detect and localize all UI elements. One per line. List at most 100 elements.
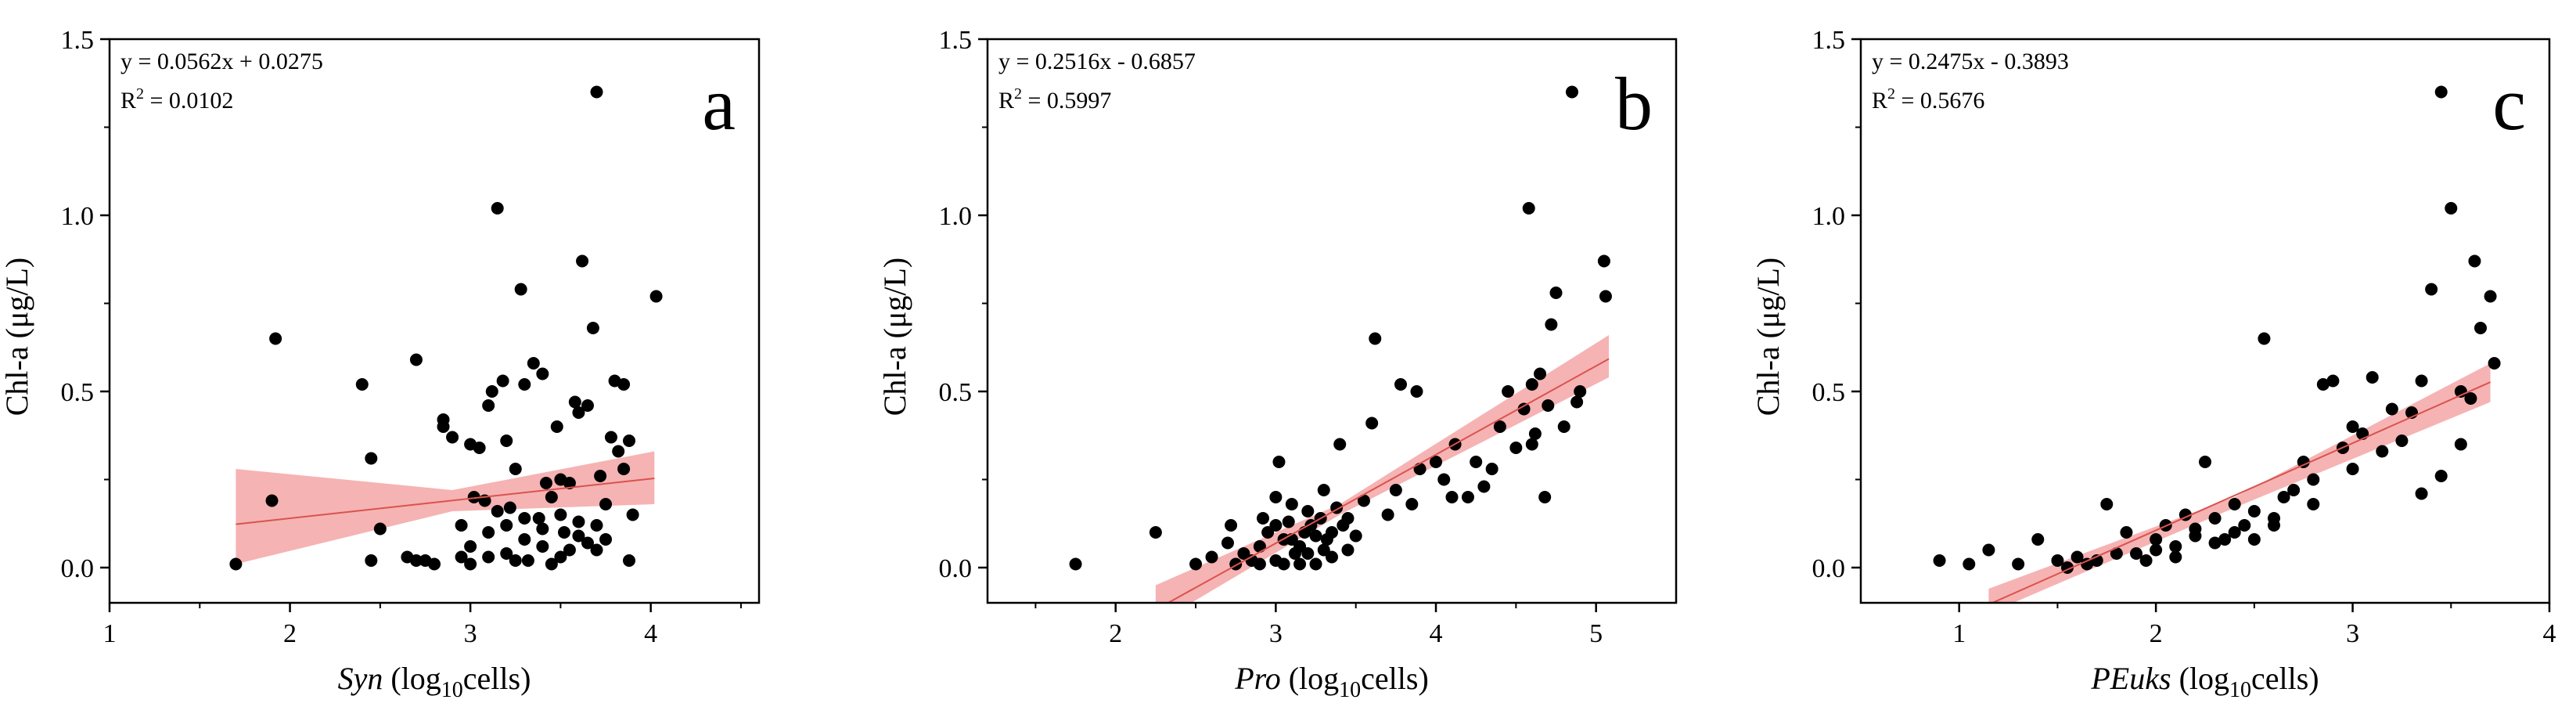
data-point [1545,318,1558,331]
data-point [536,540,549,553]
x-axis-title-main: PEuks [2090,661,2171,696]
data-point [482,399,495,412]
data-point [2297,456,2310,468]
data-point [1517,402,1531,416]
data-point [604,431,617,444]
data-point [1069,557,1082,571]
data-point [2228,498,2241,510]
data-point [1549,287,1563,299]
data-point [1542,399,1555,412]
data-point [1509,442,1523,454]
data-point [599,533,613,546]
data-point [2474,322,2487,334]
data-point [532,512,545,525]
data-point [1461,491,1474,503]
data-point [2316,378,2330,391]
data-point [496,374,509,388]
data-point [455,519,468,532]
x-tick-label: 5 [1589,619,1603,648]
x-axis-title-subscript: 10 [1339,678,1361,702]
data-point [1309,529,1322,543]
data-point [1410,385,1423,398]
data-point [1525,438,1538,451]
data-point [590,543,603,557]
data-point [1277,557,1290,571]
data-point [1285,498,1298,510]
x-axis-title-unit-end: cells) [1361,661,1429,696]
chart-panel-a: 1 2 3 4 0.0 0.5 1.0 1.5 Syn (log10cells) Chl-a (μ… [0,26,761,702]
data-point [491,505,504,517]
data-point [1269,519,1283,532]
data-point [1445,491,1459,503]
data-point [500,435,513,447]
y-tick-label: 0.5 [61,378,95,407]
data-point [1309,557,1322,571]
data-point [1149,526,1162,539]
data-point [649,290,663,303]
r-squared: R2 = 0.0102 [121,85,233,114]
data-point [1477,480,1491,493]
data-point [1522,202,1535,215]
data-point [482,550,495,564]
plot-area [1933,85,2501,603]
x-axis-title-unit-end: cells) [2251,661,2319,696]
data-point [428,557,441,571]
x-axis-title-main: Syn [338,661,383,696]
data-point [1253,540,1266,553]
data-point [590,85,603,99]
x-tick-label: 4 [2543,619,2556,648]
data-point [1437,473,1451,486]
r-squared-superscript: 2 [136,85,144,103]
data-point [1570,395,1584,409]
data-point [265,494,279,507]
data-point [473,442,486,454]
data-point [2071,550,2084,564]
data-point [2346,463,2359,475]
data-point [572,529,585,543]
regression-equation: y = 0.0562x + 0.0275 [121,49,323,74]
data-point [365,452,378,465]
data-point [536,367,549,380]
x-axis-title: Syn (log10cells) [338,661,531,702]
data-point [229,557,243,571]
data-point [2415,487,2428,500]
data-point [1369,332,1382,345]
r-squared-value: = 0.5676 [1895,88,1984,114]
data-point [1272,456,1286,468]
data-point [2169,540,2182,553]
regression-line [1990,381,2491,603]
chart-panel-c: 1 2 3 4 0.0 0.5 1.0 1.5 PEuks (log10cells) Chl-a … [1750,26,2556,702]
data-point [1528,427,1542,440]
y-axis-title: Chl-a (μg/L) [1750,258,1786,416]
x-axis-title-unit: (log [2171,661,2229,696]
x-tick-label: 1 [1952,619,1966,648]
data-point [1293,557,1307,571]
data-point [464,557,477,571]
data-point [1317,484,1330,496]
data-point [2287,484,2301,496]
data-point [514,283,527,296]
data-point [527,357,540,370]
data-point [1485,463,1498,475]
regression-line [236,477,655,525]
y-tick-label: 0.0 [939,554,973,583]
data-point [563,543,576,557]
panel-letter: b [1615,62,1653,146]
data-point [409,353,423,366]
data-point [1301,505,1315,517]
panel-letter: a [702,62,736,146]
x-axis-title-unit: (log [1281,661,1339,696]
chart-panel-b: 2 3 4 5 0.0 0.5 1.0 1.5 Pro (log10cells) Chl-a (μ… [877,26,1678,702]
data-point [586,322,599,334]
data-point [568,395,581,409]
y-tick-label: 1.5 [1812,26,1846,55]
y-axis-title: Chl-a (μg/L) [877,258,912,416]
data-point [536,522,549,536]
data-point [1413,463,1427,475]
x-tick-label: 4 [644,619,657,648]
data-point [626,508,639,521]
r-squared-symbol: R [121,88,136,114]
data-point [2100,498,2114,510]
data-point [2228,526,2241,539]
